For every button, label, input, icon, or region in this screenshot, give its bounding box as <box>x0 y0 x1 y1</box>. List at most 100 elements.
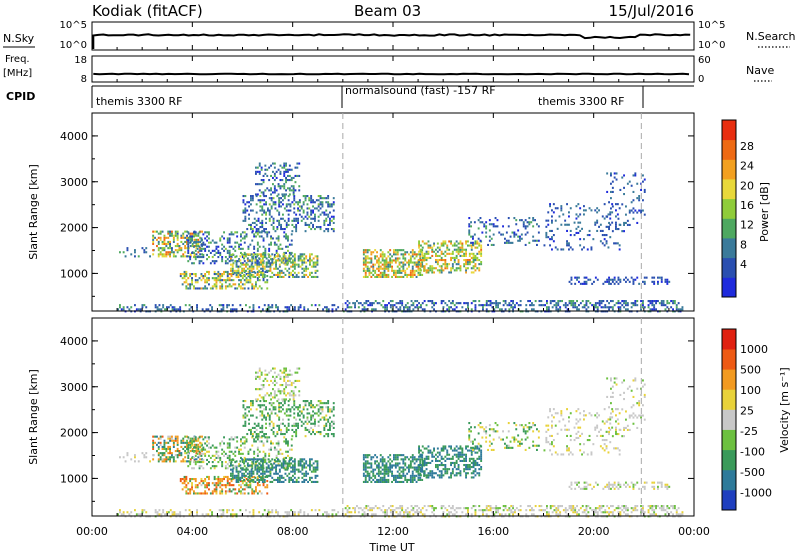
power-cell <box>448 263 451 266</box>
power-cell <box>418 259 420 262</box>
power-cell <box>268 166 271 169</box>
power-cell <box>182 236 185 239</box>
power-cell <box>482 304 484 307</box>
velocity-cell <box>314 460 317 463</box>
power-cell <box>215 247 218 250</box>
velocity-cell <box>570 505 573 508</box>
velocity-cell <box>291 424 294 427</box>
power-cell <box>583 209 585 212</box>
power-cell <box>467 259 469 262</box>
power-cell <box>224 247 227 250</box>
power-cell <box>141 247 144 250</box>
power-cell <box>323 211 326 214</box>
velocity-cell <box>238 488 240 491</box>
velocity-cell <box>259 410 262 413</box>
power-cell <box>534 239 536 242</box>
power-cell <box>130 253 133 256</box>
power-cell <box>538 300 541 303</box>
velocity-cell <box>217 456 220 459</box>
power-cell <box>263 209 266 212</box>
power-cell <box>402 255 405 258</box>
power-cell <box>228 277 231 280</box>
velocity-cell <box>258 436 261 439</box>
power-cell <box>485 300 488 303</box>
velocity-cell <box>327 408 330 411</box>
power-cell <box>279 179 282 182</box>
velocity-cell <box>485 509 488 512</box>
velocity-cell <box>293 468 296 471</box>
power-cell <box>290 168 293 171</box>
velocity-cell <box>316 480 319 483</box>
power-cell <box>163 255 166 258</box>
power-cell <box>304 215 307 218</box>
power-cell <box>206 287 208 290</box>
power-cell <box>590 209 593 212</box>
power-cell <box>537 225 540 228</box>
velocity-cell <box>482 511 484 514</box>
power-cell <box>461 246 464 249</box>
power-cell <box>478 267 481 270</box>
power-cell <box>610 172 612 175</box>
velocity-cell <box>386 513 388 516</box>
power-cell <box>480 261 483 264</box>
power-cell <box>372 267 375 270</box>
velocity-cell <box>134 454 136 457</box>
velocity-cell <box>157 445 160 448</box>
power-cell <box>606 306 609 309</box>
power-cell <box>542 304 545 307</box>
power-cell <box>237 265 240 268</box>
power-cell <box>273 253 276 256</box>
power-cell <box>248 217 250 220</box>
power-cell <box>186 242 188 245</box>
power-cell <box>376 275 378 278</box>
power-cell <box>435 248 437 251</box>
power-cell <box>266 281 269 284</box>
power-cell <box>143 249 146 252</box>
power-cell <box>425 271 428 274</box>
power-cell <box>178 245 181 248</box>
power-cell <box>256 277 259 280</box>
nsky-tick-bottom: 10^0 <box>60 40 87 51</box>
velocity-cell <box>332 402 335 405</box>
velocity-cell <box>234 436 237 439</box>
power-cell <box>418 269 420 272</box>
velocity-cell <box>268 424 271 427</box>
power-cell <box>224 260 227 263</box>
power-cell <box>258 253 261 256</box>
power-cell <box>600 300 603 303</box>
power-cell <box>256 166 259 169</box>
power-cell <box>312 211 314 214</box>
power-cell <box>410 300 413 303</box>
velocity-cell <box>310 400 313 403</box>
velocity-cell <box>257 433 260 436</box>
velocity-cell <box>255 440 257 443</box>
power-cell <box>408 253 410 256</box>
velocity-cell <box>303 480 306 483</box>
power-cell <box>239 255 242 258</box>
power-cell <box>411 275 414 278</box>
power-cell <box>553 300 556 303</box>
power-cell <box>398 257 401 260</box>
power-cell <box>362 261 365 264</box>
power-cell <box>364 263 367 266</box>
velocity-cell <box>159 437 162 440</box>
power-cell <box>255 219 258 222</box>
power-cell <box>194 287 197 290</box>
velocity-cell <box>254 466 257 469</box>
power-cell <box>298 209 301 212</box>
power-cell <box>623 230 625 233</box>
velocity-cell <box>264 458 267 461</box>
power-cell <box>546 302 548 305</box>
power-cell <box>302 195 305 198</box>
power-cell <box>187 255 190 258</box>
power-cell <box>141 304 144 307</box>
velocity-cell <box>180 439 183 442</box>
power-cell <box>515 223 518 226</box>
power-cell <box>297 259 300 262</box>
velocity-cell <box>304 402 307 405</box>
power-cell <box>119 251 121 254</box>
power-cell <box>206 231 208 234</box>
velocity-cell <box>596 511 599 514</box>
power-cell <box>423 308 426 311</box>
velocity-cell <box>282 466 285 469</box>
